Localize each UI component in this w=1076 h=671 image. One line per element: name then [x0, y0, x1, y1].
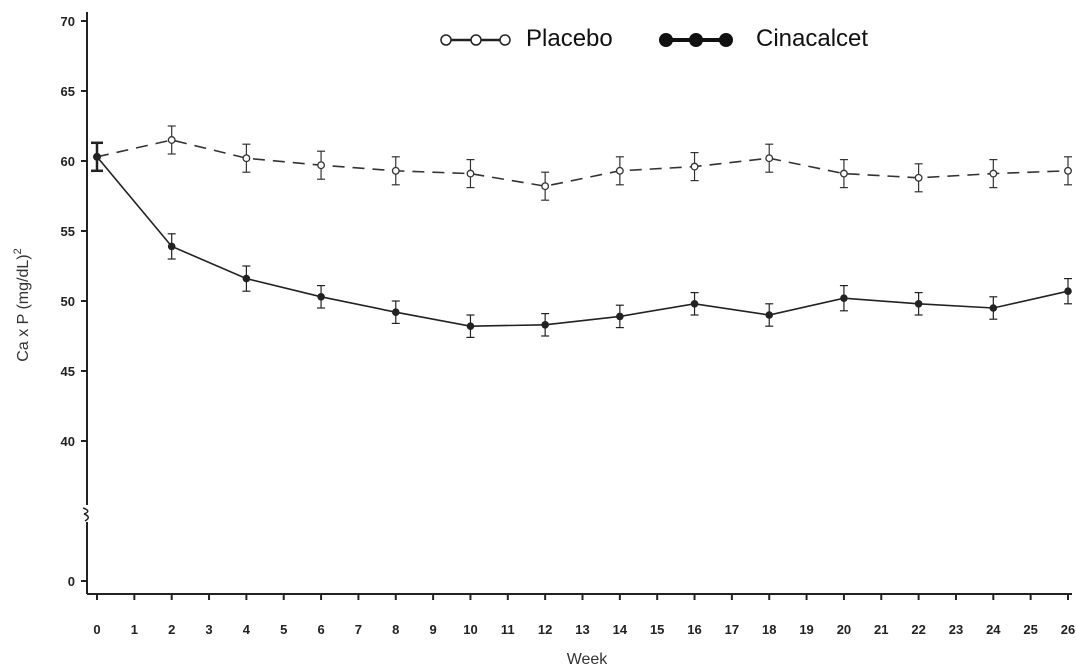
x-tick-label: 9	[429, 622, 436, 637]
x-tick-label: 14	[613, 622, 628, 637]
y-tick-label: 70	[61, 14, 75, 29]
data-point-placebo	[765, 154, 774, 163]
x-tick-label: 20	[837, 622, 851, 637]
x-tick-label: 5	[280, 622, 287, 637]
data-point-cinacalcet	[765, 311, 774, 319]
y-axis-title-text: Ca x P (mg/dL)	[15, 254, 32, 361]
series-cinacalcet	[91, 141, 1072, 338]
x-tick-label: 11	[501, 622, 515, 637]
x-tick-label: 22	[911, 622, 925, 637]
legend: Placebo Cinacalcet	[440, 25, 868, 52]
y-axis-break-mark	[82, 507, 89, 515]
x-tick-label: 17	[725, 622, 739, 637]
x-tick-label: 19	[799, 622, 813, 637]
y-tick-label: 55	[61, 224, 75, 239]
y-tick-label: 65	[61, 84, 75, 99]
legend-cinacalcet-marker	[689, 33, 703, 47]
x-tick-label: 7	[355, 622, 362, 637]
x-axis-ticks: 0 1 2 3 4 5 6 7 8 9 10 11 12 13 14 15 16 17 18 19 20 21 22 23 24…	[93, 594, 1075, 637]
data-point-placebo	[466, 169, 475, 178]
y-axis-title: Ca x P (mg/dL)2	[12, 248, 32, 361]
series-placebo	[93, 125, 1072, 201]
legend-item-cinacalcet: Cinacalcet	[659, 25, 868, 52]
data-point-placebo	[914, 173, 923, 182]
data-point-placebo	[1064, 166, 1072, 175]
x-tick-label: 15	[650, 622, 664, 637]
x-tick-label: 24	[986, 622, 1001, 637]
data-point-placebo	[690, 162, 699, 171]
legend-item-placebo: Placebo	[440, 25, 613, 52]
y-axis-ticks: 0 40 45 50 55 60 65 70	[61, 14, 87, 589]
x-tick-label: 16	[687, 622, 701, 637]
data-point-cinacalcet	[167, 242, 176, 251]
legend-placebo-marker	[440, 34, 452, 46]
legend-cinacalcet-marker	[659, 33, 673, 47]
data-point-cinacalcet	[391, 308, 400, 317]
data-point-cinacalcet	[1064, 287, 1072, 296]
data-point-cinacalcet	[541, 321, 549, 329]
data-point-cinacalcet	[616, 312, 624, 321]
y-tick-label: 40	[61, 434, 75, 449]
data-point-placebo	[839, 169, 848, 178]
y-axis-title-superscript: 2	[12, 248, 24, 254]
data-point-placebo	[242, 154, 251, 163]
data-point-placebo	[317, 161, 326, 170]
data-point-placebo	[989, 169, 998, 178]
data-point-cinacalcet	[317, 293, 325, 301]
data-point-cinacalcet	[989, 304, 998, 312]
legend-cinacalcet-label: Cinacalcet	[756, 25, 868, 52]
data-point-placebo	[541, 182, 550, 191]
y-tick-label: 50	[61, 294, 75, 309]
x-tick-label: 2	[168, 622, 175, 637]
legend-cinacalcet-marker	[719, 33, 733, 47]
data-point-cinacalcet	[840, 294, 848, 303]
series-line-placebo	[96, 139, 1069, 188]
legend-placebo-marker	[470, 34, 482, 46]
x-tick-label: 6	[317, 622, 324, 637]
y-axis-break-mark	[83, 513, 89, 522]
x-tick-label: 3	[205, 622, 212, 637]
legend-placebo-label: Placebo	[526, 25, 613, 52]
x-tick-label: 8	[392, 622, 399, 637]
x-tick-label: 12	[538, 622, 552, 637]
x-axis-title: Week	[567, 651, 609, 668]
y-tick-label: 60	[61, 154, 75, 169]
x-tick-label: 23	[949, 622, 963, 637]
x-tick-label: 1	[131, 622, 138, 637]
x-tick-label: 0	[93, 622, 100, 637]
x-tick-label: 26	[1061, 622, 1075, 637]
x-tick-label: 13	[575, 622, 589, 637]
x-tick-label: 21	[874, 622, 888, 637]
data-point-placebo	[167, 136, 176, 144]
series-line-cinacalcet	[96, 156, 1069, 328]
data-point-cinacalcet	[242, 274, 251, 283]
y-tick-label: 45	[61, 364, 75, 379]
legend-placebo-marker	[499, 34, 511, 46]
data-point-cinacalcet	[690, 300, 699, 308]
x-tick-label: 4	[243, 622, 251, 637]
data-point-cinacalcet	[914, 300, 923, 308]
data-point-placebo	[615, 166, 624, 175]
x-tick-label: 18	[762, 622, 776, 637]
x-tick-label: 10	[463, 622, 477, 637]
series-layer	[91, 125, 1072, 338]
x-tick-label: 25	[1023, 622, 1037, 637]
data-point-placebo	[391, 166, 400, 175]
data-point-cinacalcet	[466, 322, 475, 331]
data-point-cinacalcet	[93, 153, 101, 161]
y-tick-label: 0	[68, 574, 75, 589]
